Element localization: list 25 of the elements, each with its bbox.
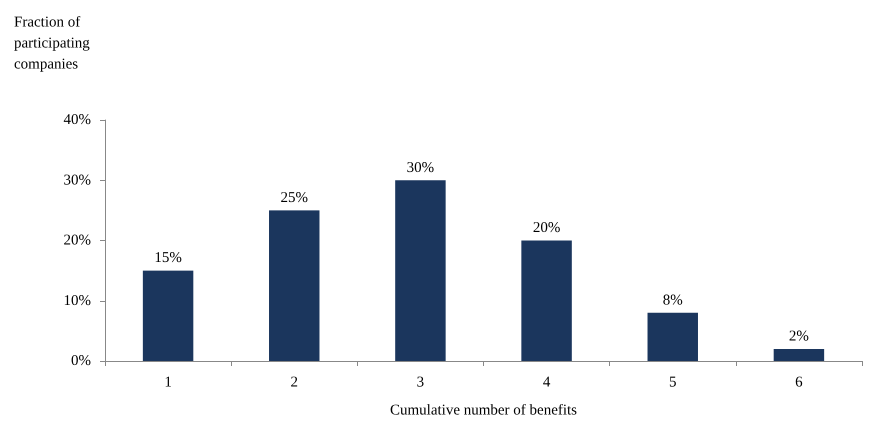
bar bbox=[142, 270, 194, 361]
y-tick-label: 20% bbox=[64, 232, 91, 248]
y-tick-label: 10% bbox=[64, 292, 91, 309]
data-label: 25% bbox=[280, 190, 308, 206]
y-tick-label: 0% bbox=[71, 353, 91, 369]
x-tick-label: 2 bbox=[290, 374, 298, 390]
bar bbox=[269, 210, 320, 361]
bar bbox=[774, 348, 824, 361]
data-label: 2% bbox=[788, 328, 809, 344]
x-axis-title: Cumulative number of benefits bbox=[390, 402, 578, 418]
data-label: 8% bbox=[662, 292, 683, 308]
x-tick-label: 5 bbox=[669, 374, 676, 390]
bar bbox=[395, 180, 446, 361]
x-tick-label: 3 bbox=[416, 374, 424, 390]
bar bbox=[521, 240, 572, 361]
data-label: 30% bbox=[406, 160, 434, 176]
x-tick-label: 4 bbox=[542, 374, 551, 390]
y-axis-title: Fraction of participating companies bbox=[14, 14, 94, 72]
x-tick-label: 1 bbox=[164, 374, 172, 390]
data-label: 20% bbox=[532, 220, 560, 236]
y-tick-label: 30% bbox=[64, 172, 91, 188]
bar bbox=[648, 312, 698, 361]
data-label: 15% bbox=[154, 250, 182, 266]
x-tick-label: 6 bbox=[795, 374, 804, 390]
y-tick-label: 40% bbox=[64, 112, 91, 128]
